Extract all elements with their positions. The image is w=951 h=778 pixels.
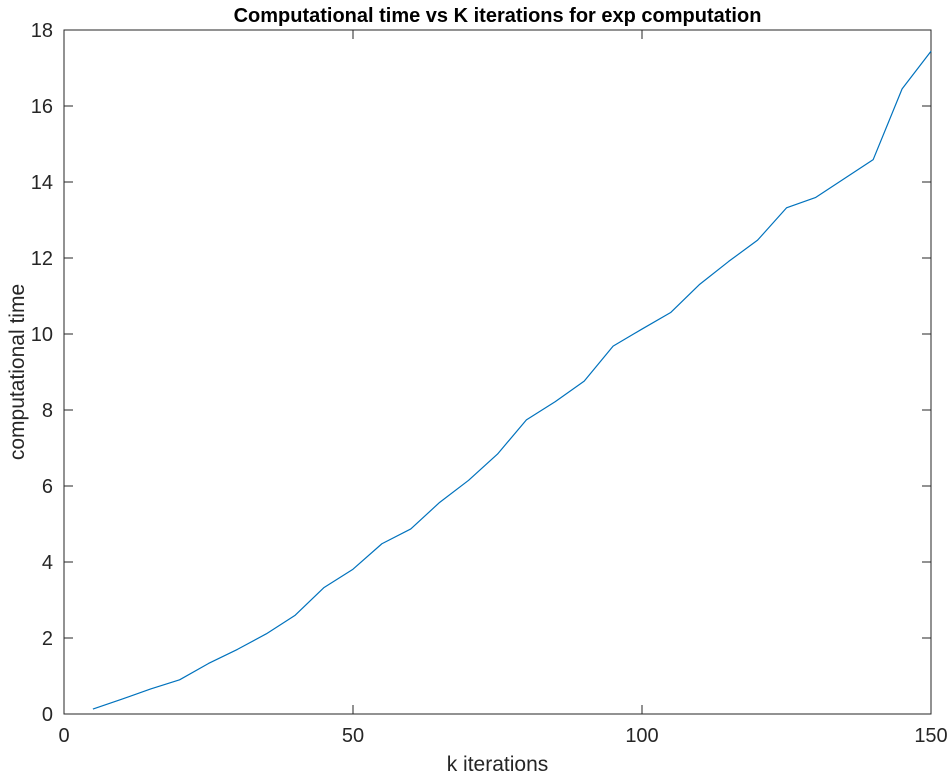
x-axis-label: k iterations <box>447 753 549 773</box>
axes-box <box>63 29 932 715</box>
y-tick-label: 14 <box>31 172 53 194</box>
y-tick-label: 16 <box>31 96 53 118</box>
y-tick-label: 10 <box>31 324 53 346</box>
chart-title: Computational time vs K iterations for e… <box>234 5 762 27</box>
y-tick-label: 6 <box>42 476 53 498</box>
x-tick-label: 150 <box>914 725 947 747</box>
x-tick-label: 50 <box>342 725 364 747</box>
y-axis-label: computational time <box>6 284 29 460</box>
y-tick-label: 2 <box>42 628 53 650</box>
y-tick-label: 0 <box>42 704 53 726</box>
x-tick-label: 0 <box>58 725 69 747</box>
y-tick-label: 12 <box>31 248 53 270</box>
y-tick-label: 4 <box>42 552 53 574</box>
x-tick-label: 100 <box>625 725 658 747</box>
series-line <box>92 50 932 710</box>
y-tick-label: 18 <box>31 20 53 42</box>
plot-area: 0 50 100 150 0 2 4 6 8 10 12 14 16 18 <box>31 20 948 747</box>
y-tick-label: 8 <box>42 400 53 422</box>
